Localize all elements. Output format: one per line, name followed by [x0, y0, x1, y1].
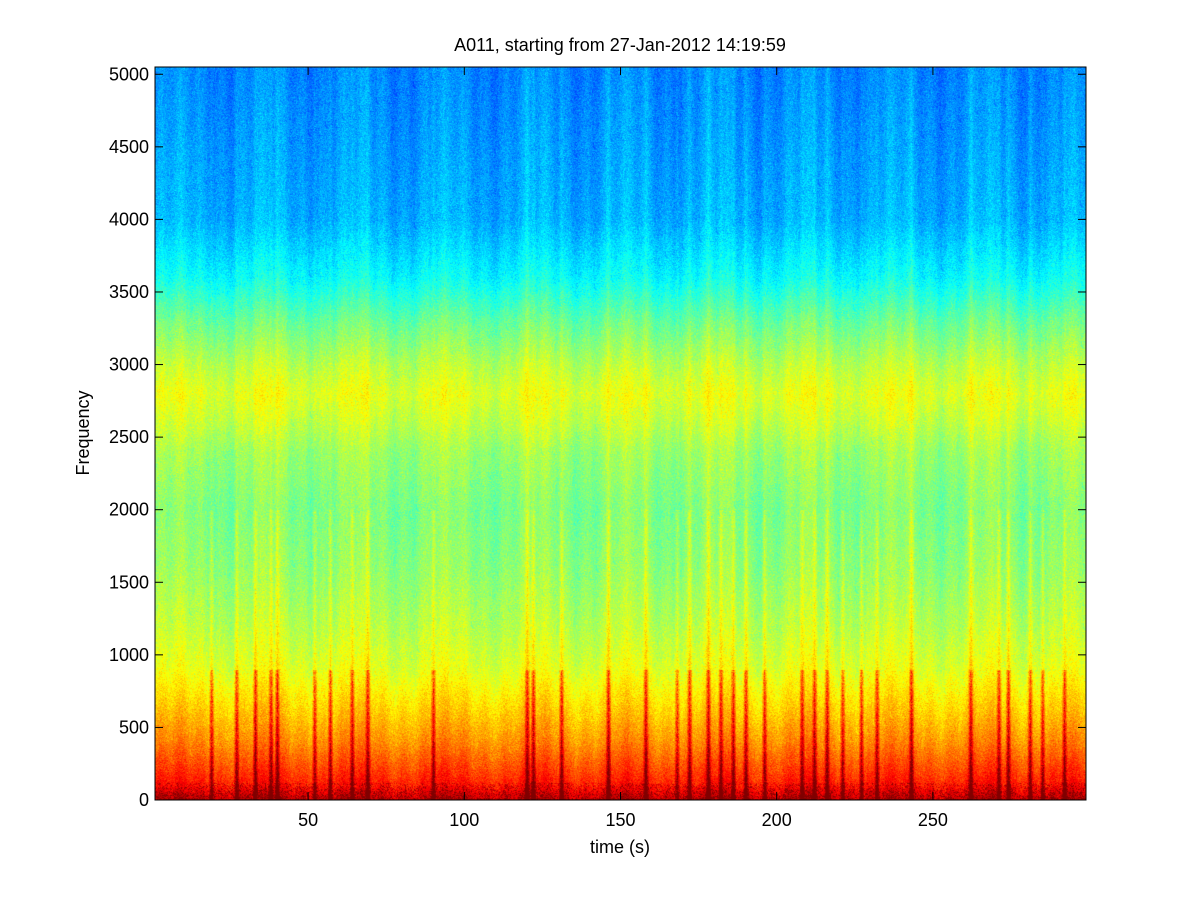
- y-tick-label: 4500: [109, 137, 149, 157]
- y-tick-label: 0: [139, 790, 149, 810]
- x-axis-ticks: 50 100 150 200 250: [298, 67, 948, 830]
- y-tick-label: 1500: [109, 572, 149, 592]
- spectrogram-heatmap: [155, 67, 1086, 800]
- y-tick-label: 2000: [109, 500, 149, 520]
- y-tick-label: 1000: [109, 645, 149, 665]
- x-tick-label: 100: [449, 810, 479, 830]
- y-axis-ticks: 0 500 1000 1500 2000 2500 3000 3500 4000 4500 5000: [109, 64, 1086, 810]
- chart-title: A011, starting from 27-Jan-2012 14:19:59: [454, 35, 786, 55]
- y-tick-label: 5000: [109, 64, 149, 84]
- y-axis-label: Frequency: [73, 390, 93, 475]
- y-tick-label: 500: [119, 717, 149, 737]
- y-tick-label: 3500: [109, 282, 149, 302]
- y-tick-label: 3000: [109, 355, 149, 375]
- y-tick-label: 2500: [109, 427, 149, 447]
- y-tick-label: 4000: [109, 209, 149, 229]
- x-tick-label: 250: [918, 810, 948, 830]
- x-axis-label: time (s): [590, 837, 650, 857]
- x-tick-label: 50: [298, 810, 318, 830]
- x-tick-label: 200: [762, 810, 792, 830]
- x-tick-label: 150: [605, 810, 635, 830]
